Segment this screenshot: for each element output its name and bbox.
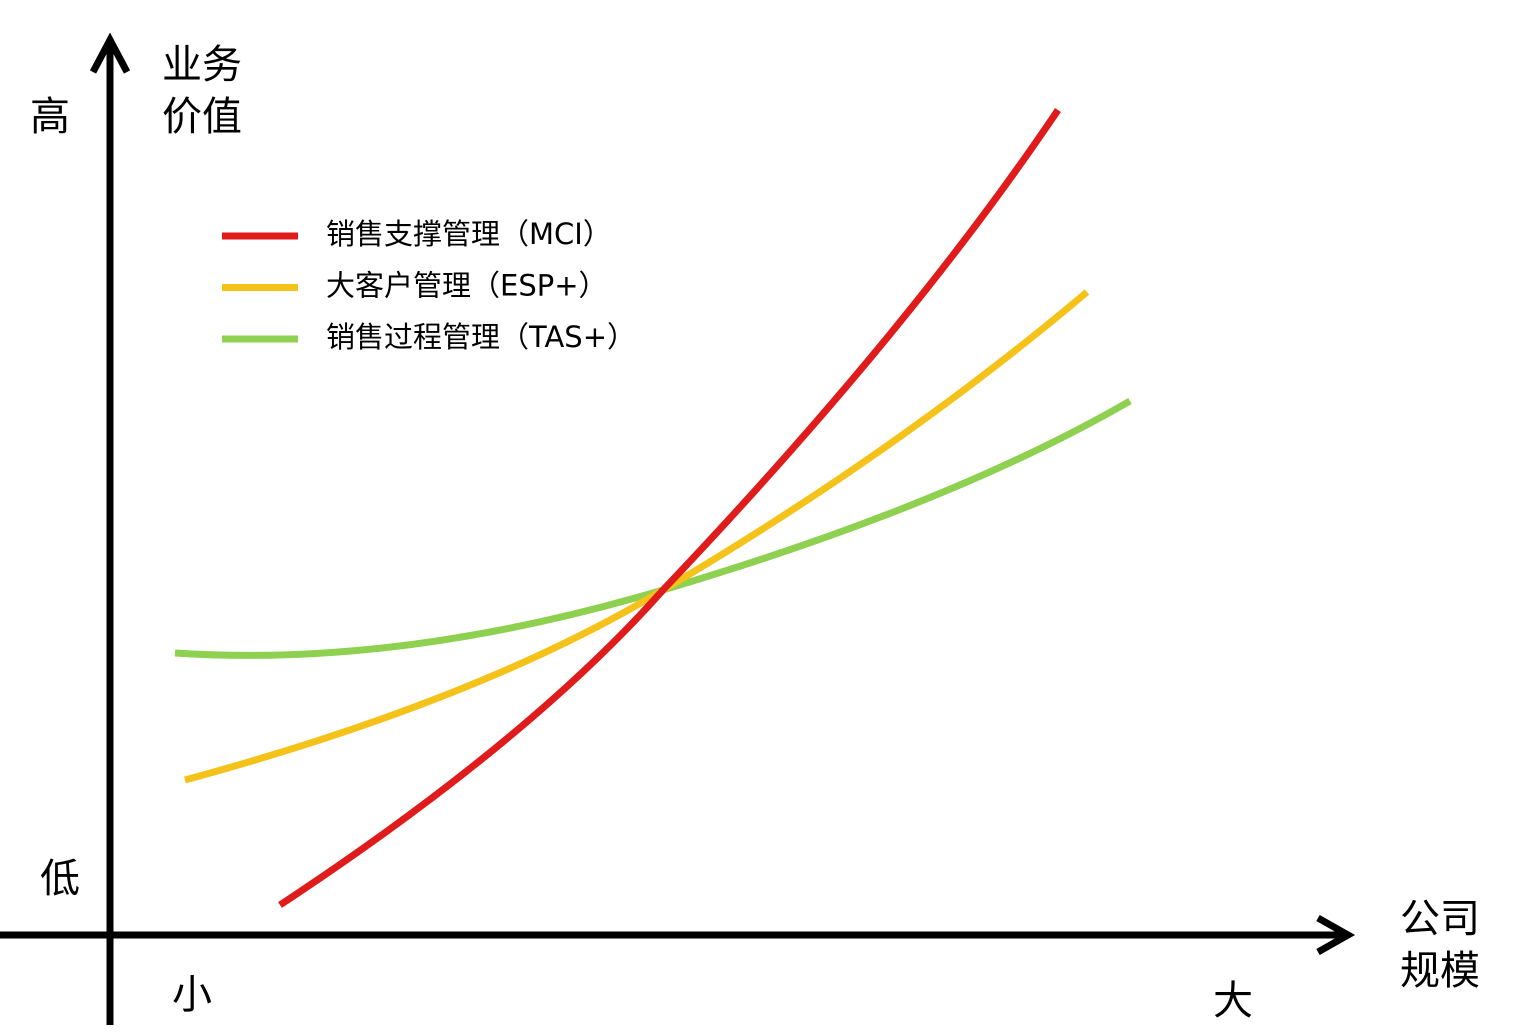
x-label: 规模 — [1400, 948, 1480, 994]
y-arrow — [89, 32, 131, 74]
x-large: 大 — [1213, 978, 1253, 1024]
y-label: 价值 — [162, 94, 242, 140]
curve — [174, 397, 1132, 659]
x-label: 公司 — [1400, 896, 1480, 942]
legend-label: 大客户管理（ESP+） — [326, 269, 608, 303]
legend-label: 销售过程管理（TAS+） — [326, 320, 636, 354]
legend-label: 销售支撑管理（MCI） — [326, 217, 612, 251]
x-arrow — [1316, 914, 1356, 956]
legend: 销售支撑管理（MCI） 大客户管理（ESP+） 销售过程管理（TAS+） — [222, 217, 636, 354]
y-label: 业务 — [162, 42, 242, 88]
x-small: 小 — [172, 972, 212, 1018]
y-low: 低 — [40, 856, 80, 902]
y-high: 高 — [30, 94, 70, 140]
curve — [278, 108, 1061, 908]
curve — [184, 289, 1090, 784]
